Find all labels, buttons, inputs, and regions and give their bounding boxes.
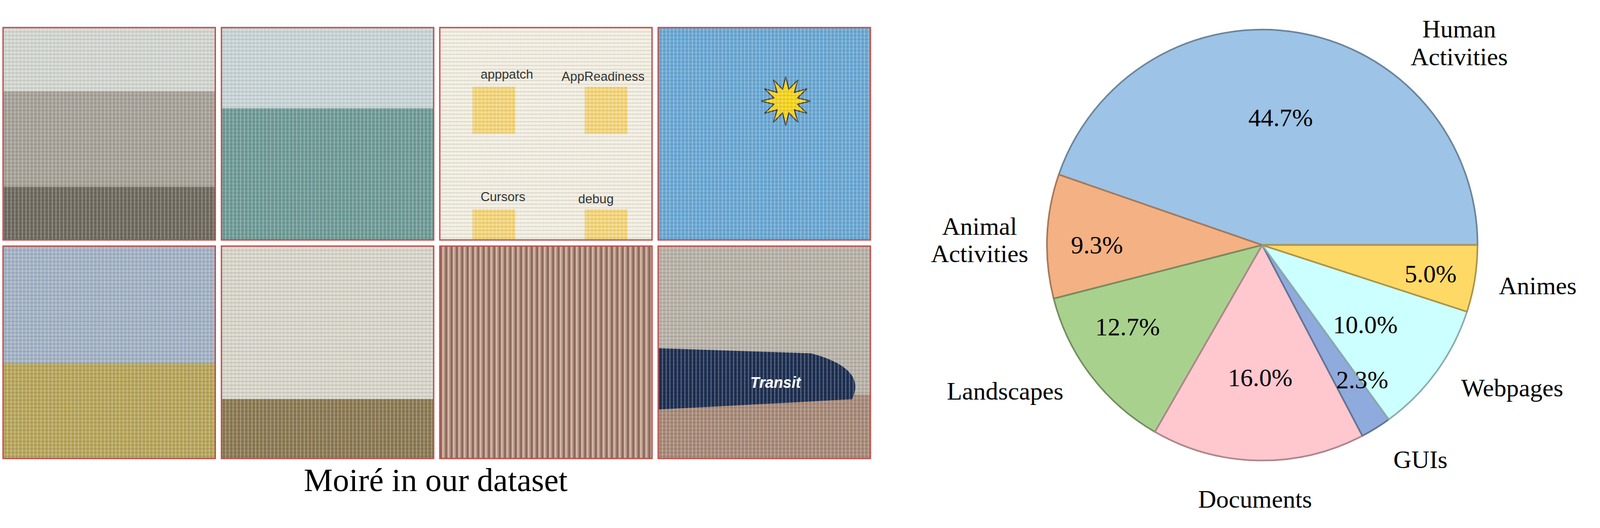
- moire-pattern: [221, 245, 434, 459]
- category-label-line: Landscapes: [946, 376, 1064, 405]
- tile-background: [658, 27, 871, 241]
- pie-slice: [1262, 244, 1478, 312]
- data-label: 16.0%: [1227, 363, 1293, 392]
- category-label-line: Human: [1422, 14, 1497, 43]
- tile-image: [3, 245, 216, 459]
- tile-background: [3, 27, 216, 241]
- tile-background: [221, 245, 434, 459]
- moire-pattern: [439, 27, 653, 241]
- category-label: Animes: [1498, 271, 1577, 300]
- moire-pattern: [658, 27, 871, 241]
- tile: [221, 245, 434, 459]
- moire-pattern: [221, 27, 434, 241]
- tile-border: [3, 27, 216, 241]
- tile-background: [658, 245, 871, 459]
- tile-image: [658, 27, 871, 241]
- tile: [221, 27, 434, 241]
- category-label: Webpages: [1461, 373, 1564, 402]
- slices: [1046, 29, 1478, 461]
- tile-border: [439, 27, 653, 241]
- category-label-line: Activities: [1410, 42, 1509, 71]
- tile: Transit: [658, 245, 871, 459]
- tile: [439, 245, 653, 459]
- tile: [3, 245, 216, 459]
- category-label: AnimalActivities: [931, 212, 1029, 268]
- tile-background: [439, 27, 653, 241]
- tile-border: [221, 27, 434, 241]
- tile-background: [221, 27, 434, 241]
- category-label-line: Documents: [1197, 484, 1312, 513]
- data-label: 9.3%: [1070, 230, 1123, 259]
- tile: [658, 27, 871, 241]
- tile-image: apppatch AppReadiness Cursors debug: [439, 27, 653, 241]
- tile-border: [439, 245, 653, 459]
- category-label-line: Activities: [931, 239, 1029, 268]
- tile-text: Cursors: [480, 189, 526, 204]
- tile-image: [221, 245, 434, 459]
- tile-image: [439, 245, 653, 459]
- caption: Moiré in our dataset: [303, 461, 568, 498]
- tile-border: [658, 27, 871, 241]
- tile-background: [3, 245, 216, 459]
- category-label-line: Webpages: [1461, 373, 1564, 402]
- tile-image: [3, 27, 216, 241]
- category-label: Documents: [1197, 484, 1312, 513]
- tile: [3, 27, 216, 241]
- data-label: 10.0%: [1333, 310, 1398, 339]
- tile-text: AppReadiness: [561, 68, 645, 84]
- tile-image: [221, 27, 434, 241]
- category-label: HumanActivities: [1410, 14, 1509, 71]
- data-label: 12.7%: [1095, 312, 1161, 341]
- moire-pattern: [3, 245, 216, 459]
- category-label: GUIs: [1393, 445, 1448, 474]
- data-label: 44.7%: [1248, 103, 1313, 132]
- tile-background: [439, 245, 653, 459]
- tile-text: debug: [578, 191, 614, 206]
- tiles: apppatch AppReadiness Cursors debug Transit: [3, 27, 871, 459]
- tile-border: [3, 245, 216, 459]
- data-label: 5.0%: [1404, 259, 1457, 288]
- figure: apppatch AppReadiness Cursors debug Transit M…: [0, 0, 1600, 528]
- category-label: Landscapes: [946, 376, 1064, 405]
- tile-border: [221, 245, 434, 459]
- moire-pattern: [439, 245, 653, 459]
- category-label-line: GUIs: [1393, 445, 1448, 474]
- tile-text: apppatch: [480, 66, 533, 82]
- moire-pattern: [3, 27, 216, 241]
- category-label-line: Animes: [1498, 271, 1577, 300]
- tile-image: Transit: [658, 245, 871, 459]
- pie: 44.7%9.3%12.7%16.0%2.3%10.0%5.0%HumanAct…: [931, 14, 1578, 513]
- moire-pattern: [658, 245, 871, 459]
- tile: apppatch AppReadiness Cursors debug: [439, 27, 653, 257]
- tile-border: [658, 245, 871, 459]
- data-label: 2.3%: [1336, 365, 1389, 394]
- category-label-line: Animal: [941, 212, 1017, 241]
- tile-text: Transit: [750, 373, 802, 391]
